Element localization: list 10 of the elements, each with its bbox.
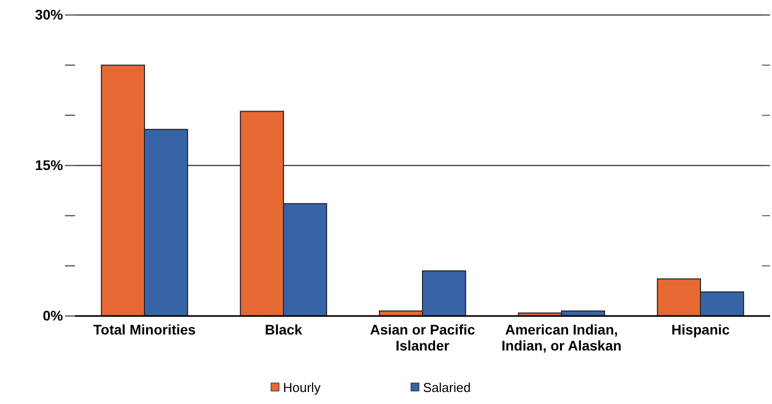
legend-label: Salaried bbox=[423, 380, 471, 395]
x-tick-label: Hispanic bbox=[671, 321, 730, 338]
x-tick-label: Asian or Pacific Islander bbox=[370, 321, 476, 354]
x-tick-label: Total Minorities bbox=[93, 321, 196, 338]
y-tick-label: 30% bbox=[34, 6, 64, 22]
y-tick-label: 15% bbox=[34, 156, 64, 173]
x-tick-label: Black bbox=[264, 321, 302, 338]
y-tick-label: 0% bbox=[42, 307, 64, 324]
x-tick-label: American Indian, Indian, or Alaskan bbox=[501, 321, 622, 354]
legend-label: Hourly bbox=[283, 380, 322, 395]
